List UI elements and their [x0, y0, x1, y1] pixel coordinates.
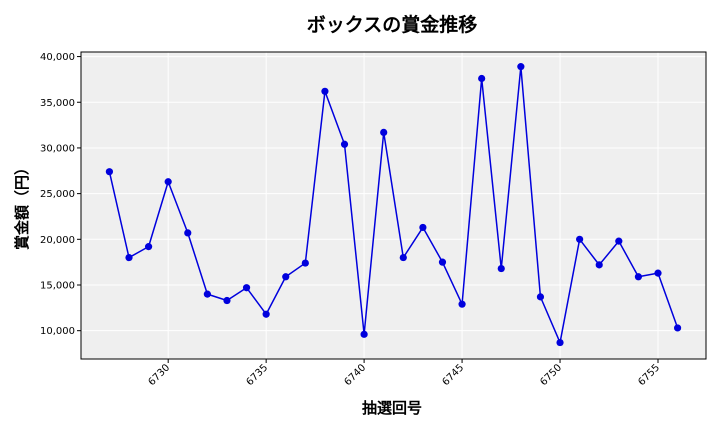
plot-frame: [80, 51, 707, 360]
data-point: [536, 293, 545, 301]
data-point: [556, 338, 564, 347]
data-point: [576, 235, 584, 243]
data-point: [203, 290, 211, 298]
x-tick-label: 6755: [636, 362, 662, 388]
grid-lines: [81, 52, 706, 359]
data-point: [497, 264, 505, 273]
data-point: [517, 63, 525, 71]
x-tick-label: 6745: [440, 362, 466, 388]
y-tick-label: 10,000: [40, 326, 75, 337]
data-point: [105, 168, 114, 176]
data-point: [673, 324, 682, 332]
series: [105, 63, 682, 347]
y-axis-label: 賞金額（円）: [13, 160, 31, 250]
data-point: [184, 229, 192, 237]
chart-title: ボックスの賞金推移: [307, 13, 477, 36]
data-point: [615, 237, 623, 245]
data-point: [223, 296, 231, 305]
data-point: [654, 269, 662, 277]
data-point: [164, 178, 172, 186]
series-line: [108, 65, 679, 344]
data-point: [144, 243, 153, 251]
y-tick-label: 40,000: [40, 52, 75, 63]
y-tick-label: 20,000: [40, 235, 75, 246]
x-tick-label: 6735: [244, 362, 270, 388]
data-point: [125, 253, 133, 262]
data-point: [380, 128, 388, 137]
y-tick-label: 15,000: [40, 280, 75, 291]
data-point: [321, 87, 329, 95]
y-tick-label: 35,000: [40, 98, 75, 109]
y-tick-label: 25,000: [40, 189, 75, 200]
data-point: [262, 310, 270, 318]
x-tick-label: 6750: [538, 362, 564, 388]
data-point: [634, 273, 643, 281]
data-point: [242, 284, 251, 292]
data-point: [360, 330, 368, 338]
data-point: [478, 74, 486, 83]
data-point: [282, 273, 290, 281]
data-point: [399, 253, 407, 262]
data-point: [419, 223, 427, 232]
x-axis-label: 抽選回号: [362, 399, 422, 417]
x-tick-label: 6730: [147, 362, 173, 388]
data-point: [301, 259, 309, 267]
plot-area: [81, 52, 706, 359]
y-tick-label: 30,000: [40, 143, 75, 154]
data-point: [595, 261, 603, 269]
data-point: [458, 300, 466, 308]
data-point: [438, 258, 447, 266]
x-tick-label: 6740: [342, 362, 368, 388]
data-point: [340, 140, 349, 148]
